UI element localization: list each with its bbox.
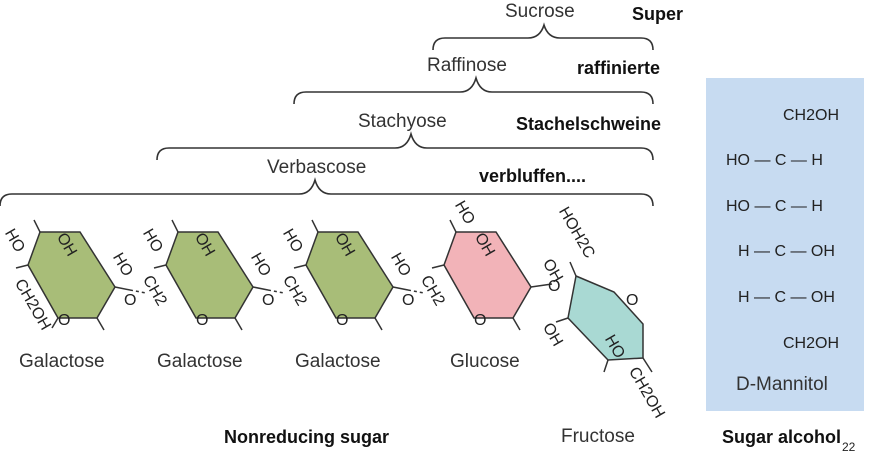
stachyose-label: Stachyose [358,111,447,132]
sugar-alcohol-label: Sugar alcohol [722,427,842,447]
galactose-label-1: Galactose [19,351,105,372]
ring1-o-label: O [58,312,71,329]
galactose-label-3: Galactose [295,351,381,372]
mannitol-name: D-Mannitol [736,374,828,395]
raffinose-label: Raffinose [427,55,507,76]
page-number: 22 [842,440,856,454]
glycosidic-o-label: O [548,278,561,295]
ring3-o-label: O [336,312,349,329]
glucose-label: Glucose [450,351,520,372]
mannitol-row-6: CH2OH [783,335,840,352]
sucrose-brace [432,22,654,51]
mnemonic-word-4: verbluffen.... [479,166,587,186]
mannitol-row-2: HO — C — H [726,152,823,169]
glucose-o-label: O [474,312,487,329]
ring3-link-o-label: O [402,292,415,309]
mannitol-row-4: H — C — OH [738,243,835,260]
ring2-link-o-label: O [262,292,275,309]
ring1-link-o-label: O [124,292,137,309]
mnemonic-word-1: Super [632,4,684,24]
nonreducing-sugar-label: Nonreducing sugar [224,427,390,447]
verbascose-label: Verbascose [267,157,367,178]
verbascose-brace [0,177,654,207]
mnemonic-word-3: Stachelschweine [516,114,662,134]
galactose-label-2: Galactose [157,351,243,372]
fructose-o-label: O [626,292,639,309]
mannitol-panel [706,78,864,411]
mannitol-row-3: HO — C — H [726,198,823,215]
fructose-label: Fructose [561,426,635,447]
mnemonic-word-2: raffinierte [577,58,661,78]
stachyose-brace [156,131,654,161]
mannitol-row-1: CH2OH [783,107,840,124]
sucrose-label: Sucrose [505,1,575,22]
ring2-o-label: O [196,312,209,329]
raffinose-brace [293,75,654,105]
mannitol-row-5: H — C — OH [738,289,835,306]
